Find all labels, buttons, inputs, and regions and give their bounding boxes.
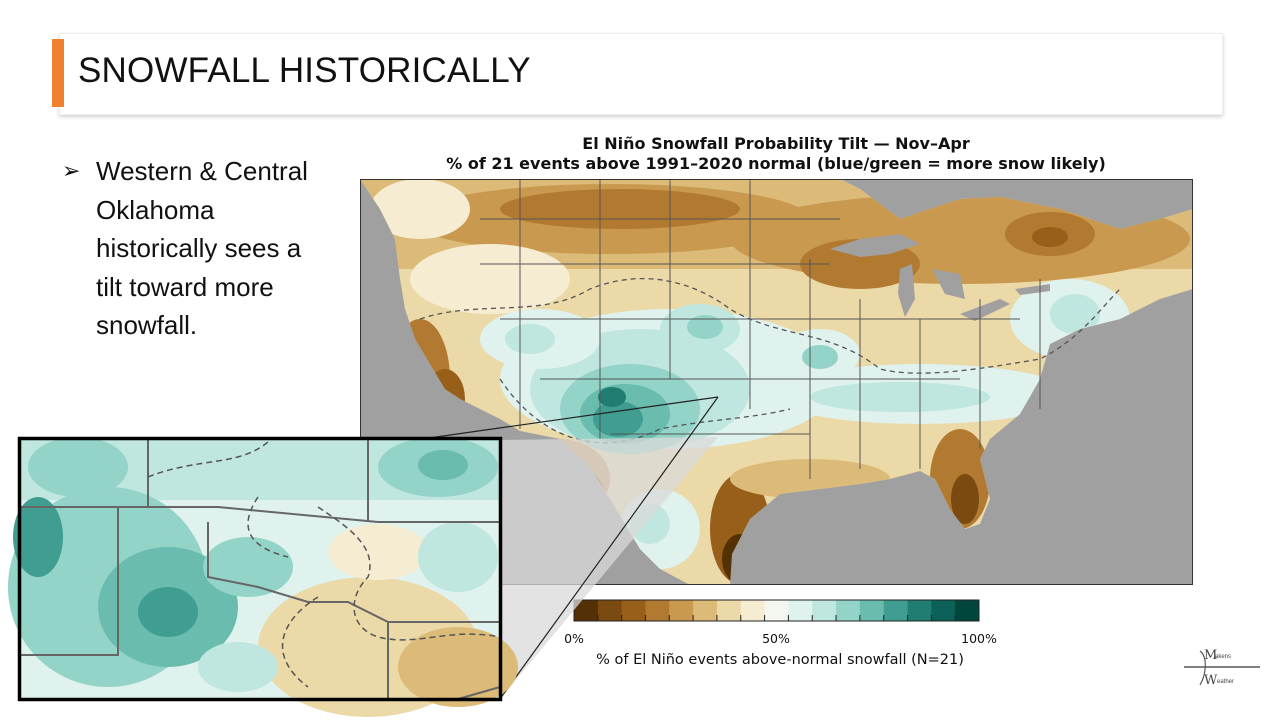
- logo-line2: W: [1204, 673, 1218, 688]
- colorbar-cell: [764, 600, 789, 621]
- colorbar-frame: [573, 599, 980, 622]
- lake-huron: [932, 269, 965, 299]
- arrowhead-bullet-icon: ➢: [62, 158, 81, 183]
- colorbar-cells: [574, 600, 980, 621]
- colorbar-cell: [645, 600, 670, 621]
- zoom-connector-shade: [500, 437, 718, 699]
- logo-line2-rest: eather: [1217, 679, 1234, 685]
- lake-ontario: [1015, 284, 1050, 295]
- title-accent-bar: [52, 39, 64, 107]
- colorbar-cell: [859, 600, 885, 621]
- inset-fifty-percent-contour: [147, 441, 501, 688]
- bullet-item: ➢ Western & Central Oklahoma historicall…: [62, 152, 322, 345]
- colorbar-cell: [788, 600, 813, 621]
- bullet-text: Western & Central Oklahoma historically …: [96, 156, 308, 340]
- colorbar-cell: [574, 600, 599, 621]
- map-frame: [360, 179, 1193, 585]
- colorbar-cell: [740, 600, 766, 621]
- bullet-list: ➢ Western & Central Oklahoma historicall…: [62, 152, 322, 345]
- state-borders: [480, 179, 1041, 479]
- colorbar-cell: [669, 600, 694, 621]
- colorbar-tick-50: 50%: [762, 631, 790, 646]
- zoom-connector-line-top: [414, 396, 719, 441]
- colorbar: 0% 50% 100%: [564, 599, 997, 646]
- makens-weather-logo: M akens W eather: [1184, 648, 1260, 688]
- inset-frame: [17, 436, 503, 702]
- lake-erie: [960, 299, 1010, 321]
- colorbar-cell: [693, 600, 718, 621]
- inset-map-fill: [8, 437, 518, 717]
- colorbar-cell: [955, 600, 980, 621]
- colorbar-cell: [716, 600, 742, 621]
- colorbar-cell: [812, 600, 837, 621]
- zoom-connector-line-bottom: [499, 396, 719, 700]
- oklahoma-zoom-inset: [8, 396, 719, 717]
- colorbar-caption: % of El Niño events above-normal snowfal…: [596, 652, 964, 668]
- colorbar-cell: [931, 600, 956, 621]
- colorbar-cell: [621, 600, 646, 621]
- lake-superior: [830, 234, 920, 257]
- logo-line1: M: [1204, 648, 1217, 663]
- colorbar-tick-0: 0%: [564, 631, 584, 646]
- map-subtitle: % of 21 events above 1991–2020 normal (b…: [446, 154, 1106, 173]
- inset-state-borders: [21, 440, 501, 700]
- slide-title: SNOWFALL HISTORICALLY: [78, 51, 531, 90]
- colorbar-cell: [836, 600, 861, 621]
- colorbar-cell: [883, 600, 909, 621]
- title-bar: [59, 33, 1223, 115]
- colorbar-tick-100: 100%: [961, 631, 997, 646]
- map-title: El Niño Snowfall Probability Tilt — Nov–…: [582, 134, 970, 153]
- colorbar-cell: [907, 600, 932, 621]
- fifty-percent-contour: [419, 278, 1121, 444]
- lake-michigan: [898, 264, 915, 317]
- logo-line1-rest: akens: [1215, 654, 1231, 660]
- colorbar-cell: [597, 600, 623, 621]
